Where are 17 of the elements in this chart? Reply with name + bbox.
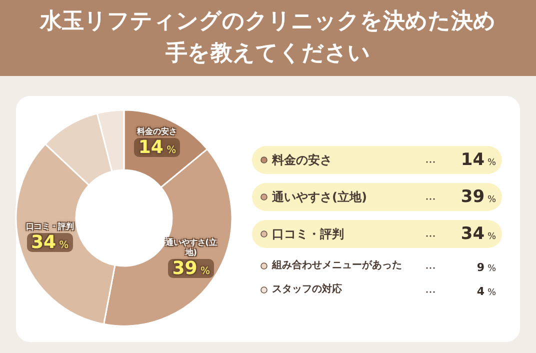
data-label: 14 % <box>138 137 176 158</box>
data-label: 39 % <box>172 258 210 279</box>
legend-label: 通いやすさ(立地) <box>272 189 367 206</box>
data-label: 4 % <box>476 285 496 298</box>
data-label: 34 % <box>30 232 69 254</box>
text: 34 % <box>460 224 496 244</box>
legend-label: 組み合わせメニューがあった <box>272 258 402 273</box>
text: 39 % <box>460 187 496 207</box>
chart-title: 水玉リフティングのクリニックを決めた決め手を教えてください <box>40 8 496 68</box>
legend-label: 口コミ・評判 <box>272 226 344 243</box>
slice-label: 通いやすさ(立地) <box>164 238 218 258</box>
data-label: 9 % <box>476 261 496 274</box>
slice-label: 料金の安さ <box>136 127 178 138</box>
legend-label: 料金の安さ <box>272 152 332 169</box>
slice-label: 口コミ・評判 <box>24 222 75 232</box>
text: 14 % <box>460 150 496 170</box>
legend-label: スタッフの対応 <box>272 282 342 297</box>
